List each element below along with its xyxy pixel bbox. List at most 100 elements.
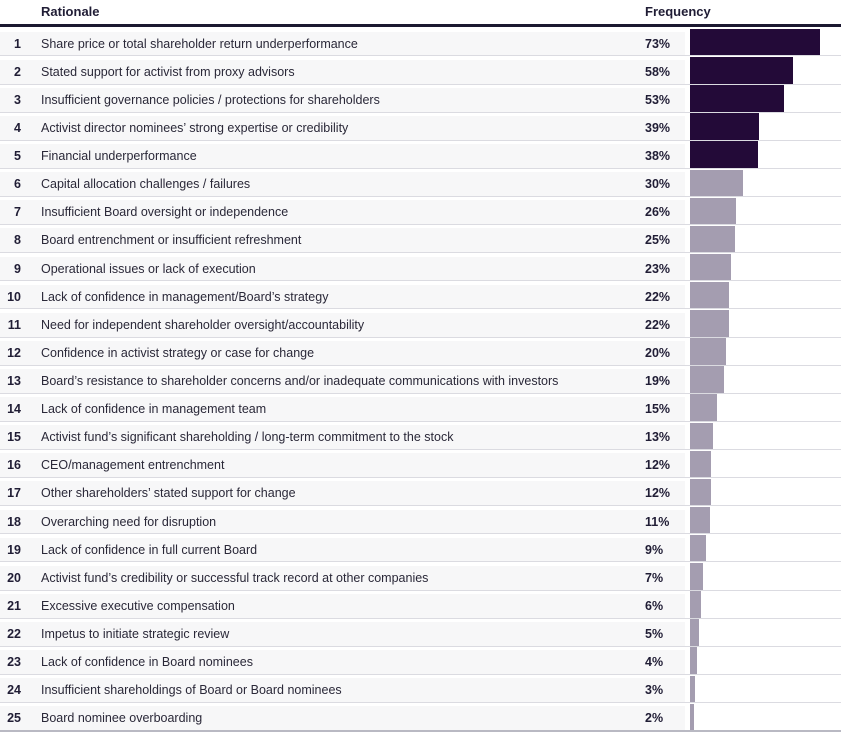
table-row: 9 Operational issues or lack of executio… — [0, 253, 841, 282]
frequency-cell: 22% — [645, 289, 671, 304]
rationale-cell: Operational issues or lack of execution — [41, 261, 256, 276]
rationale-cell: Stated support for activist from proxy a… — [41, 64, 295, 79]
frequency-cell: 12% — [645, 486, 671, 501]
rank-cell: 11 — [7, 317, 21, 332]
rank-cell: 16 — [7, 458, 21, 473]
rank-cell: 10 — [7, 289, 21, 304]
row-background-band — [0, 453, 685, 478]
table-row: 16 CEO/management entrenchment 12% — [0, 450, 841, 479]
table-row: 6 Capital allocation challenges / failur… — [0, 169, 841, 198]
row-background-band — [0, 200, 685, 225]
frequency-cell: 3% — [645, 683, 664, 698]
rank-cell: 9 — [14, 261, 21, 276]
frequency-bar — [690, 591, 701, 618]
frequency-cell: 12% — [645, 458, 671, 473]
rank-cell: 15 — [7, 430, 21, 445]
rank-cell: 8 — [14, 233, 21, 248]
rank-cell: 19 — [7, 542, 21, 557]
row-background-band — [0, 537, 685, 562]
rationale-cell: Lack of confidence in management team — [41, 402, 267, 417]
table-row: 2 Stated support for activist from proxy… — [0, 57, 841, 86]
frequency-cell: 20% — [645, 345, 671, 360]
row-background-band — [0, 228, 685, 253]
rationale-cell: CEO/management entrenchment — [41, 458, 225, 473]
rationale-cell: Lack of confidence in full current Board — [41, 542, 258, 557]
frequency-bar — [690, 506, 710, 534]
rank-cell: 14 — [7, 402, 21, 417]
rank-cell: 18 — [7, 514, 21, 529]
rationale-cell: Board’s resistance to shareholder concer… — [41, 374, 559, 388]
row-background-band — [0, 284, 685, 309]
frequency-cell: 30% — [645, 177, 671, 192]
table-row: 10 Lack of confidence in management/Boar… — [0, 281, 841, 310]
frequency-bar — [690, 366, 724, 393]
row-background-band — [0, 706, 685, 731]
row-background-band — [0, 340, 685, 365]
row-background-band — [0, 59, 685, 84]
rank-cell: 6 — [14, 177, 21, 192]
rank-cell: 13 — [7, 374, 21, 388]
frequency-cell: 9% — [645, 542, 664, 557]
table-row: 23 Lack of confidence in Board nominees … — [0, 647, 841, 676]
rank-cell: 21 — [7, 598, 21, 613]
frequency-bar — [690, 281, 730, 309]
frequency-cell: 11% — [645, 514, 670, 529]
frequency-cell: 73% — [645, 36, 671, 51]
frequency-bar — [690, 169, 744, 197]
rank-cell: 1 — [14, 36, 21, 51]
frequency-bar — [690, 394, 717, 421]
rationale-cell: Other shareholders’ stated support for c… — [41, 486, 296, 501]
frequency-column-header: Frequency — [645, 4, 711, 19]
frequency-cell: 4% — [645, 655, 664, 670]
row-background-band — [0, 87, 685, 112]
frequency-cell: 19% — [645, 374, 671, 388]
rank-cell: 5 — [14, 149, 21, 164]
frequency-bar — [690, 57, 794, 84]
rationale-column-header: Rationale — [41, 4, 100, 19]
rank-cell: 2 — [14, 64, 21, 79]
table-row: 1 Share price or total shareholder retur… — [0, 29, 841, 58]
rank-cell: 7 — [14, 205, 21, 220]
rationale-cell: Insufficient Board oversight or independ… — [41, 205, 289, 220]
table-row: 4 Activist director nominees’ strong exp… — [0, 113, 841, 142]
frequency-bar — [690, 225, 735, 253]
row-background-band — [0, 621, 685, 646]
frequency-cell: 39% — [645, 121, 671, 136]
frequency-bar — [690, 113, 760, 140]
table-row: 12 Confidence in activist strategy or ca… — [0, 338, 841, 367]
table-row: 19 Lack of confidence in full current Bo… — [0, 534, 841, 563]
frequency-bar — [690, 647, 698, 674]
table-row: 15 Activist fund’s significant sharehold… — [0, 422, 841, 451]
table-row: 18 Overarching need for disruption 11% — [0, 506, 841, 535]
row-background-band — [0, 650, 685, 675]
row-background-band — [0, 565, 685, 590]
table-row: 3 Insufficient governance policies / pro… — [0, 85, 841, 114]
frequency-bar — [690, 338, 726, 365]
frequency-bar — [690, 422, 714, 450]
rows: 1 Share price or total shareholder retur… — [0, 29, 841, 733]
frequency-bar — [690, 619, 699, 646]
frequency-cell: 53% — [645, 92, 671, 107]
frequency-bar — [690, 478, 712, 506]
frequency-cell: 5% — [645, 626, 664, 641]
row-background-band — [0, 256, 685, 281]
frequency-cell: 13% — [645, 430, 671, 445]
rationale-cell: Capital allocation challenges / failures — [41, 177, 251, 192]
rationale-cell: Board entrenchment or insufficient refre… — [41, 233, 302, 248]
rationale-cell: Activist fund’s credibility or successfu… — [41, 570, 429, 585]
row-background-band — [0, 31, 685, 56]
frequency-bar — [690, 29, 820, 56]
frequency-cell: 23% — [645, 261, 671, 276]
table-row: 24 Insufficient shareholdings of Board o… — [0, 675, 841, 704]
table-row: 5 Financial underperformance 38% — [0, 141, 841, 170]
rationale-cell: Activist fund’s significant shareholding… — [41, 430, 454, 445]
frequency-bar — [690, 563, 703, 590]
table-row: 11 Need for independent shareholder over… — [0, 310, 841, 339]
frequency-bar — [690, 310, 730, 337]
table-row: 20 Activist fund’s credibility or succes… — [0, 563, 841, 592]
row-background-band — [0, 509, 685, 534]
row-background-band — [0, 116, 685, 141]
rank-cell: 24 — [7, 683, 21, 698]
frequency-bar — [690, 675, 696, 703]
